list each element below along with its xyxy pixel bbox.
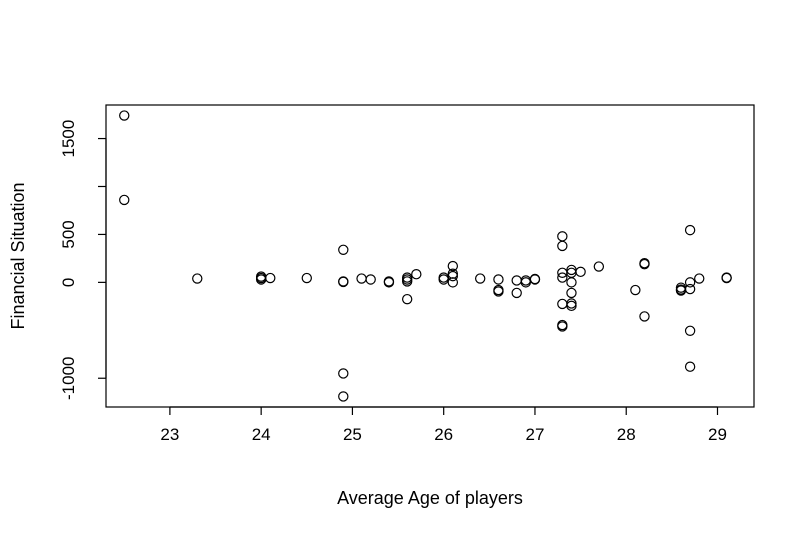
plot-frame: [105, 104, 755, 408]
data-point: [557, 240, 568, 252]
data-point: [639, 258, 650, 270]
y-axis: -1000 0 500 1500: [59, 120, 107, 400]
data-point: [447, 260, 459, 272]
data-point: [119, 194, 130, 206]
data-point: [338, 244, 349, 255]
data-point: [684, 361, 696, 372]
data-point: [401, 293, 413, 305]
data-point: [520, 277, 532, 288]
data-point: [447, 270, 459, 282]
data-point: [639, 311, 650, 322]
data-point: [684, 283, 696, 295]
x-tick-label: 25: [343, 425, 362, 444]
data-point: [566, 287, 577, 299]
data-point: [474, 273, 486, 284]
data-point: [684, 224, 696, 236]
data-point: [356, 273, 367, 284]
data-point: [557, 231, 568, 242]
data-point: [265, 272, 276, 284]
y-tick-label: 0: [59, 278, 78, 287]
x-tick-label: 27: [525, 425, 544, 444]
data-point: [575, 266, 586, 278]
x-tick-label: 24: [252, 425, 271, 444]
data-point: [338, 368, 349, 379]
y-tick-label: 500: [59, 220, 78, 248]
x-axis-label: Average Age of players: [337, 488, 523, 508]
data-points: [119, 110, 732, 402]
data-point: [383, 277, 395, 288]
data-point: [566, 300, 577, 312]
data-point: [566, 277, 577, 288]
data-point: [511, 287, 522, 299]
x-tick-label: 23: [160, 425, 179, 444]
data-point: [192, 273, 203, 284]
data-point: [411, 269, 422, 280]
y-tick-label: 1500: [59, 120, 78, 158]
data-point: [557, 321, 568, 332]
data-point: [511, 275, 522, 286]
data-point: [338, 276, 349, 288]
data-point: [593, 261, 605, 272]
data-point: [721, 272, 732, 284]
data-point: [338, 391, 349, 402]
data-point: [493, 274, 504, 285]
y-axis-label: Financial Situation: [8, 182, 28, 329]
data-point: [557, 272, 568, 283]
x-tick-label: 28: [617, 425, 636, 444]
data-point: [557, 298, 568, 310]
data-point: [301, 272, 312, 284]
data-point: [630, 284, 641, 296]
data-point: [365, 274, 376, 285]
data-point: [684, 325, 696, 336]
data-point: [401, 276, 413, 287]
data-point: [119, 110, 130, 121]
data-point: [493, 286, 504, 297]
data-point: [694, 273, 705, 284]
data-point: [447, 277, 459, 288]
data-point: [684, 277, 696, 288]
x-axis: 23 24 25 26 27 28 29: [160, 406, 727, 444]
data-point: [438, 274, 449, 285]
x-tick-label: 29: [708, 425, 727, 444]
data-point: [529, 274, 541, 285]
x-tick-label: 26: [434, 425, 453, 444]
y-tick-label: -1000: [59, 356, 78, 399]
